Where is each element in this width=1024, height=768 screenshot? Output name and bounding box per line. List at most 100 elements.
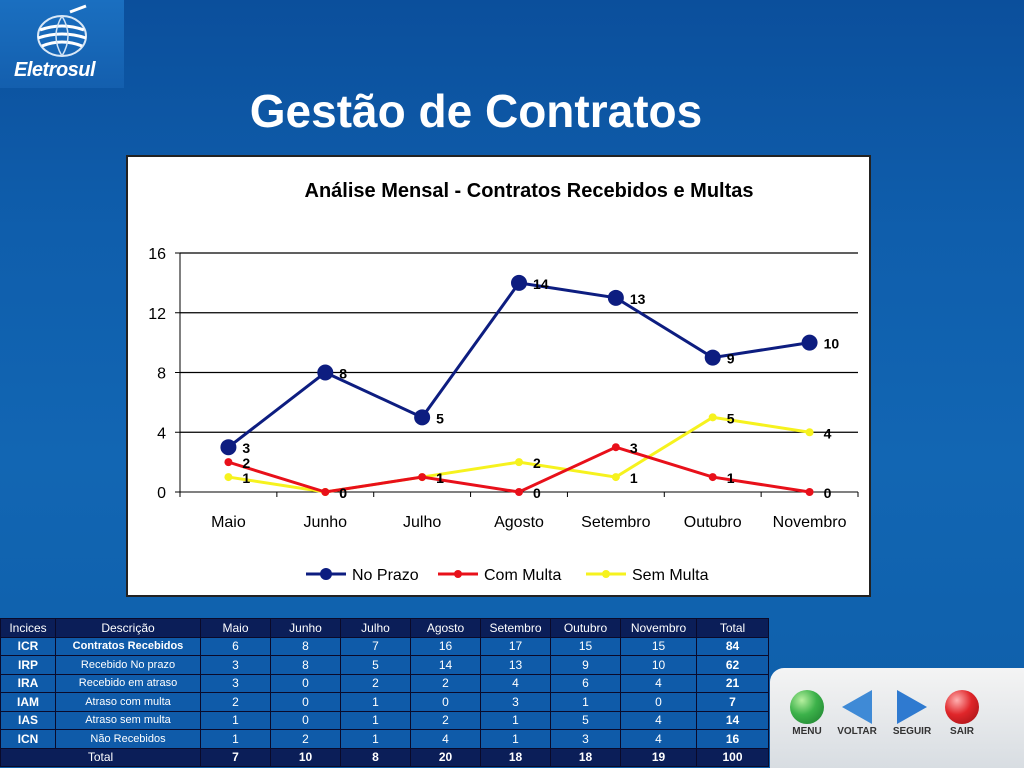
- red-ball-icon: [945, 690, 979, 724]
- legend-label: Sem Multa: [632, 567, 709, 584]
- data-label: 0: [339, 485, 347, 501]
- row-value: 9: [550, 655, 621, 675]
- row-value: 15: [620, 636, 697, 656]
- row-value: 0: [410, 692, 481, 712]
- column-header: Setembro: [480, 618, 551, 638]
- data-point: [805, 428, 814, 437]
- legend-label: Com Multa: [484, 567, 561, 584]
- total-label: Total: [0, 747, 201, 767]
- data-point: [801, 334, 818, 351]
- back-label: VOLTAR: [837, 726, 877, 737]
- row-total: 62: [696, 655, 769, 675]
- row-description: Atraso com multa: [55, 692, 201, 712]
- total-value: 19: [620, 747, 697, 767]
- row-value: 2: [270, 729, 341, 749]
- data-point: [317, 364, 334, 381]
- row-total: 7: [696, 692, 769, 712]
- data-table: Incices Descrição Maio Junho Julho Agost…: [0, 618, 769, 767]
- data-label: 13: [630, 291, 646, 307]
- row-value: 1: [200, 710, 271, 730]
- row-value: 17: [480, 636, 551, 656]
- column-header: Incices: [0, 618, 56, 638]
- y-tick-label: 8: [157, 366, 166, 383]
- row-value: 6: [200, 636, 271, 656]
- row-description: Contratos Recebidos: [55, 636, 201, 656]
- total-value: 20: [410, 747, 481, 767]
- row-value: 0: [270, 673, 341, 693]
- row-code: IAM: [0, 692, 56, 712]
- legend-marker: [320, 568, 332, 580]
- next-button[interactable]: SEGUIR: [885, 690, 939, 737]
- y-tick-label: 4: [157, 425, 166, 442]
- row-value: 0: [270, 710, 341, 730]
- x-tick-label: Maio: [211, 514, 246, 531]
- row-total: 84: [696, 636, 769, 656]
- row-code: ICR: [0, 636, 56, 656]
- column-header: Descrição: [55, 618, 201, 638]
- column-header: Novembro: [620, 618, 697, 638]
- green-ball-icon: [790, 690, 824, 724]
- globe-logo-icon: [37, 4, 87, 57]
- row-value: 8: [270, 655, 341, 675]
- data-point: [511, 274, 527, 291]
- data-label: 0: [824, 485, 832, 501]
- table-row: IAM Atraso com multa 2 0 1 0 3 1 0 7: [0, 692, 769, 712]
- data-point: [414, 409, 431, 426]
- row-value: 1: [480, 710, 551, 730]
- x-tick-label: Agosto: [494, 514, 544, 531]
- page-title: Gestão de Contratos: [249, 85, 703, 137]
- data-point: [607, 289, 624, 306]
- x-tick-label: Novembro: [773, 514, 847, 531]
- data-point: [611, 443, 620, 452]
- series-line: [227, 281, 810, 449]
- line-chart: Análise Mensal - Contratos Recebidos e M…: [148, 180, 859, 584]
- menu-button[interactable]: MENU: [780, 690, 834, 737]
- data-label: 1: [436, 470, 444, 486]
- row-value: 1: [340, 692, 411, 712]
- row-value: 10: [620, 655, 697, 675]
- row-value: 4: [620, 729, 697, 749]
- row-value: 3: [200, 655, 271, 675]
- row-value: 4: [620, 710, 697, 730]
- row-value: 1: [480, 729, 551, 749]
- row-description: Não Recebidos: [55, 729, 201, 749]
- column-header: Julho: [340, 618, 411, 638]
- series-line: [228, 415, 810, 494]
- data-point: [220, 439, 237, 456]
- data-point: [418, 473, 427, 482]
- row-value: 0: [270, 692, 341, 712]
- x-tick-label: Julho: [403, 514, 441, 531]
- back-button[interactable]: VOLTAR: [830, 690, 884, 737]
- data-label: 4: [824, 425, 832, 441]
- x-tick-label: Junho: [303, 514, 347, 531]
- data-label: 0: [339, 485, 347, 501]
- column-header: Total: [696, 618, 769, 638]
- x-tick-label: Outubro: [684, 514, 742, 531]
- row-value: 3: [200, 673, 271, 693]
- data-label: 3: [630, 440, 638, 456]
- data-label: 8: [339, 366, 347, 382]
- logo: Eletrosul: [0, 0, 124, 88]
- exit-button[interactable]: SAIR: [935, 690, 989, 737]
- y-tick-label: 16: [148, 246, 166, 263]
- data-label: 1: [727, 470, 735, 486]
- total-value: 7: [200, 747, 271, 767]
- row-code: IRP: [0, 655, 56, 675]
- row-value: 14: [410, 655, 481, 675]
- table-total-row: Total 7 10 8 20 18 18 19 100: [0, 747, 769, 767]
- row-description: Atraso sem multa: [55, 710, 201, 730]
- row-value: 3: [550, 729, 621, 749]
- total-value: 18: [550, 747, 621, 767]
- row-value: 1: [200, 729, 271, 749]
- column-header: Agosto: [410, 618, 481, 638]
- row-value: 2: [200, 692, 271, 712]
- row-value: 1: [340, 729, 411, 749]
- row-code: ICN: [0, 729, 56, 749]
- row-value: 2: [410, 710, 481, 730]
- row-total: 21: [696, 673, 769, 693]
- data-point: [704, 349, 721, 366]
- arrow-left-icon: [842, 690, 872, 724]
- row-value: 7: [340, 636, 411, 656]
- row-value: 1: [340, 710, 411, 730]
- data-label: 2: [533, 455, 541, 471]
